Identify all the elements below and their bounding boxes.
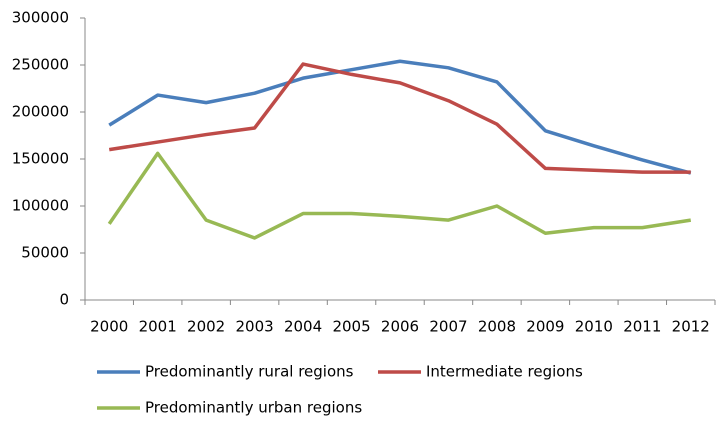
y-tick-label: 100000 xyxy=(12,197,69,215)
legend-label: Predominantly rural regions xyxy=(145,363,354,381)
data-line xyxy=(107,151,692,240)
x-tick-label: 2012 xyxy=(672,318,710,336)
x-tick-label: 2008 xyxy=(478,318,516,336)
x-tick-label: 2009 xyxy=(526,318,564,336)
data-line xyxy=(108,59,692,175)
y-tick-label: 300000 xyxy=(12,9,69,27)
data-line xyxy=(108,62,691,174)
x-tick-label: 2005 xyxy=(332,318,370,336)
x-tick-label: 2006 xyxy=(381,318,419,336)
x-tick-label: 2007 xyxy=(429,318,467,336)
y-tick-label: 50000 xyxy=(21,244,69,262)
x-tick-label: 2004 xyxy=(284,318,322,336)
y-tick-label: 200000 xyxy=(12,103,69,121)
y-tick-label: 0 xyxy=(59,291,69,309)
x-tick-label: 2010 xyxy=(575,318,613,336)
x-tick-label: 2002 xyxy=(187,318,225,336)
x-tick-label: 2001 xyxy=(139,318,177,336)
y-tick-label: 150000 xyxy=(12,150,69,168)
x-tick-label: 2003 xyxy=(236,318,274,336)
x-tick-label: 2000 xyxy=(90,318,128,336)
legend-label: Intermediate regions xyxy=(426,363,583,381)
y-tick-label: 250000 xyxy=(12,56,69,74)
legend-label: Predominantly urban regions xyxy=(145,399,362,417)
x-tick-label: 2011 xyxy=(623,318,661,336)
